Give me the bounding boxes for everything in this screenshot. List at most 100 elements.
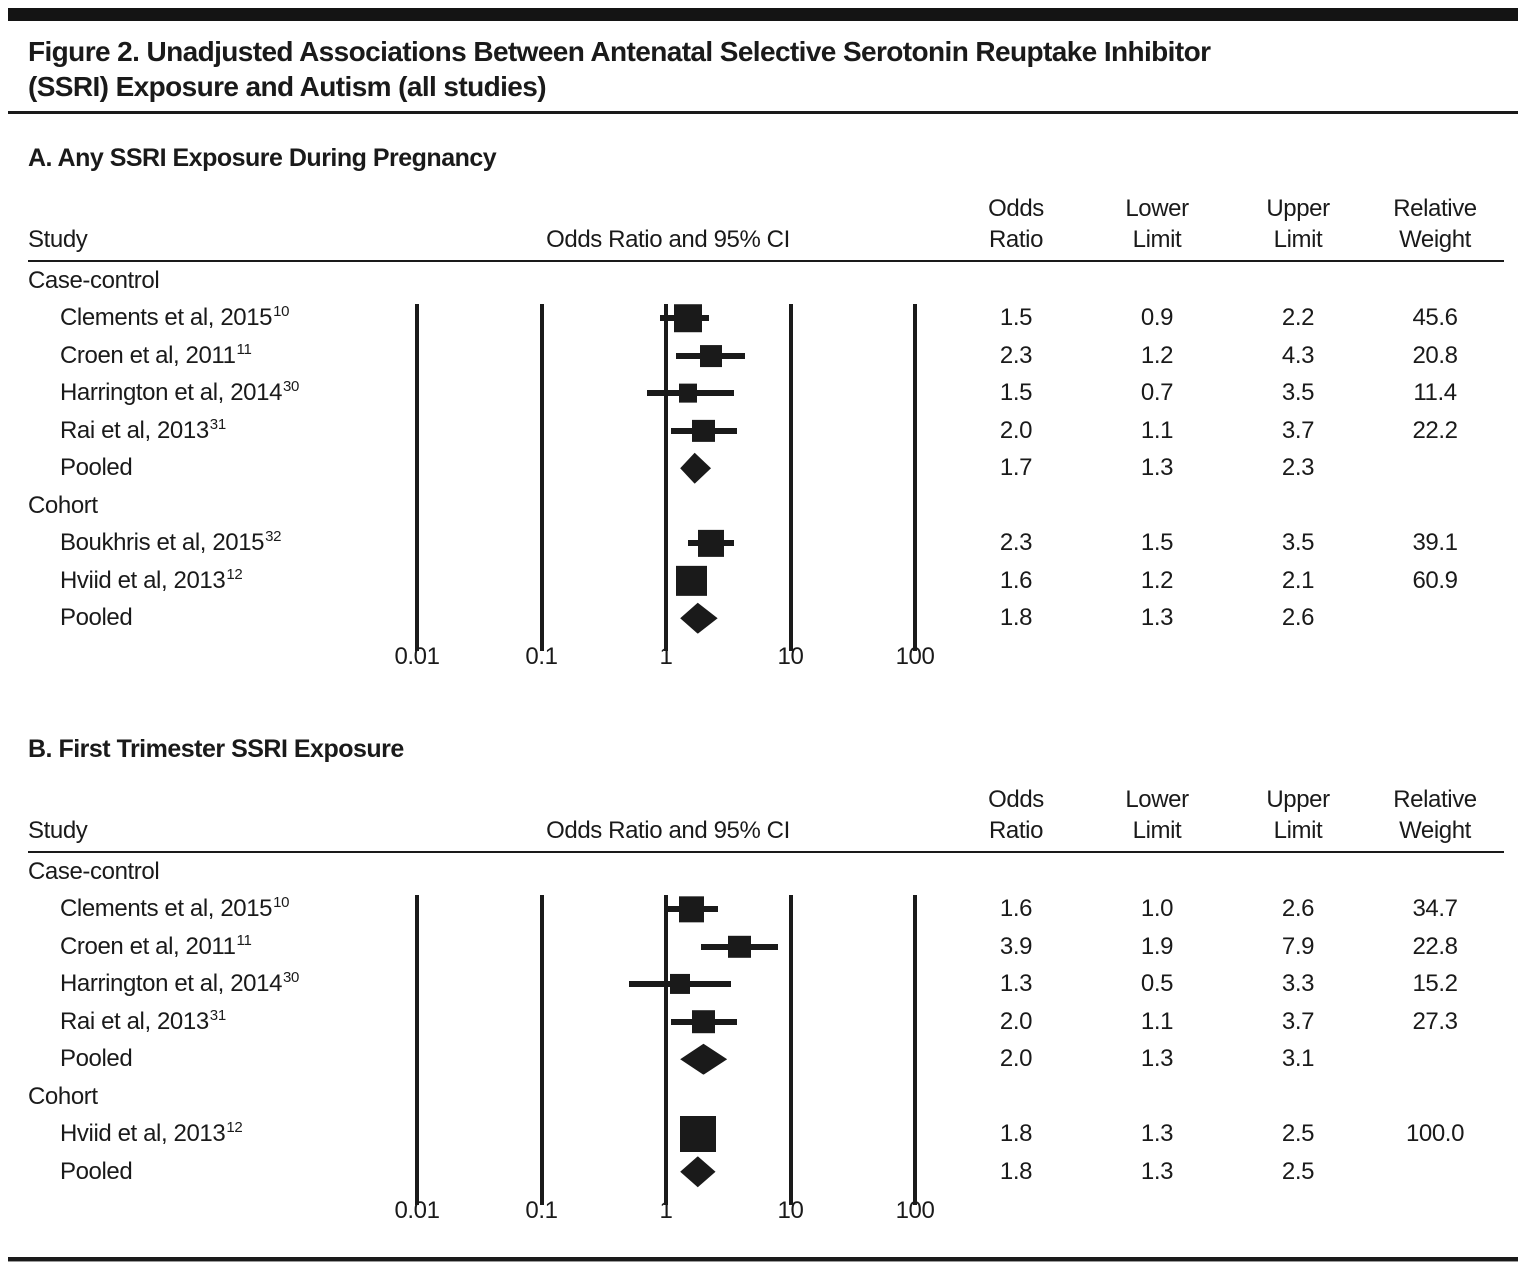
relative-weight-value: 11.4: [1413, 379, 1457, 407]
reference-superscript: 31: [209, 415, 226, 433]
reference-superscript: 12: [226, 1119, 243, 1137]
col-header-lower-limit: Lower Limit: [1086, 193, 1228, 255]
reference-superscript: 10: [273, 303, 290, 321]
relative-weight-value: 15.2: [1412, 970, 1458, 998]
study-label: Rai et al, 201331: [60, 1006, 226, 1035]
study-label: Pooled: [60, 454, 133, 482]
col-header-upper-limit: Upper Limit: [1228, 784, 1368, 846]
upper-limit-value: 2.2: [1281, 304, 1315, 332]
pooled-diamond-marker: [680, 1156, 716, 1188]
lower-limit-value: 1.1: [1140, 1007, 1174, 1035]
figure-title-line1: Figure 2. Unadjusted Associations Betwee…: [28, 36, 1211, 67]
or-square-marker: [728, 935, 751, 958]
x-axis-panel-a: 0.01 0.1 1 10 100: [28, 637, 1504, 681]
study-label: Clements et al, 201510: [60, 303, 290, 332]
odds-ratio-value: 1.6: [999, 895, 1033, 923]
panel-b: B. First Trimester SSRI Exposure Study O…: [28, 735, 1504, 1235]
relative-weight-value: 20.8: [1412, 341, 1458, 369]
figure-title-line2: (SSRI) Exposure and Autism (all studies): [28, 71, 547, 102]
study-row: Hviid et al, 201312 1.8 1.3 2.5 100.0: [28, 1116, 1504, 1154]
group-row: Case-control: [28, 262, 1504, 300]
study-row: Hviid et al, 201312 1.6 1.2 2.1 60.9: [28, 562, 1504, 600]
axis-tick-label: 1: [659, 1196, 673, 1224]
pooled-diamond-marker: [680, 602, 718, 634]
group-label: Cohort: [28, 491, 98, 519]
study-row: Boukhris et al, 201532 2.3 1.5 3.5 39.1: [28, 525, 1504, 563]
or-square-marker: [674, 304, 702, 333]
lower-limit-value: 1.3: [1140, 454, 1174, 482]
group-label: Case-control: [28, 857, 160, 885]
col-header-odds-line2: Ratio: [988, 226, 1044, 253]
reference-superscript: 10: [273, 894, 290, 912]
odds-ratio-value: 1.8: [999, 1120, 1033, 1148]
lower-limit-value: 1.3: [1140, 1157, 1174, 1185]
upper-limit-value: 2.5: [1281, 1157, 1315, 1185]
col-header-weight-line1: Relative: [1393, 195, 1477, 222]
upper-limit-value: 2.1: [1281, 566, 1315, 594]
study-label: Pooled: [60, 604, 133, 632]
relative-weight-value: 60.9: [1412, 566, 1458, 594]
relative-weight-value: 39.1: [1412, 529, 1458, 557]
lower-limit-value: 1.3: [1140, 1045, 1174, 1073]
study-row: Croen et al, 201111 2.3 1.2 4.3 20.8: [28, 337, 1504, 375]
col-header-upper-line1: Upper: [1266, 786, 1330, 813]
odds-ratio-value: 1.6: [999, 566, 1033, 594]
group-label: Cohort: [28, 1082, 98, 1110]
axis-tick-label: 100: [895, 1196, 935, 1224]
col-header-odds-line2: Ratio: [988, 817, 1044, 844]
panel-a: A. Any SSRI Exposure During Pregnancy St…: [28, 144, 1504, 681]
col-header-upper-limit: Upper Limit: [1228, 193, 1368, 255]
study-label: Clements et al, 201510: [60, 894, 290, 923]
group-row: Case-control: [28, 853, 1504, 891]
column-headers: Study Odds Ratio and 95% CI Odds Ratio L…: [28, 784, 1504, 853]
pooled-row: Pooled 2.0 1.3 3.1: [28, 1041, 1504, 1079]
upper-limit-value: 3.5: [1281, 529, 1315, 557]
col-header-upper-line1: Upper: [1266, 195, 1330, 222]
bottom-rule: [8, 1256, 1518, 1262]
axis-tick-label: 1: [659, 643, 673, 670]
upper-limit-value: 7.9: [1281, 932, 1315, 960]
panel-a-heading: A. Any SSRI Exposure During Pregnancy: [28, 144, 497, 172]
relative-weight-value: 22.2: [1412, 416, 1458, 444]
odds-ratio-value: 2.0: [999, 1045, 1033, 1073]
or-square-marker: [670, 974, 691, 995]
pooled-row: Pooled 1.8 1.3 2.5: [28, 1153, 1504, 1191]
col-header-relative-weight: Relative Weight: [1368, 784, 1502, 846]
upper-limit-value: 2.5: [1281, 1120, 1315, 1148]
column-headers: Study Odds Ratio and 95% CI Odds Ratio L…: [28, 193, 1504, 262]
col-header-lower-line1: Lower: [1125, 786, 1189, 813]
odds-ratio-value: 2.3: [999, 529, 1033, 557]
study-label: Croen et al, 201111: [60, 931, 252, 960]
col-header-odds-line1: Odds: [988, 195, 1044, 222]
study-row: Clements et al, 201510 1.6 1.0 2.6 34.7: [28, 891, 1504, 929]
reference-superscript: 11: [236, 340, 252, 358]
study-row: Harrington et al, 201430 1.3 0.5 3.3 15.2: [28, 966, 1504, 1004]
upper-limit-value: 3.5: [1281, 379, 1315, 407]
or-square-marker: [692, 419, 715, 442]
study-label: Harrington et al, 201430: [60, 969, 300, 998]
study-row: Rai et al, 201331 2.0 1.1 3.7 22.2: [28, 412, 1504, 450]
col-header-odds-ratio: Odds Ratio: [946, 784, 1086, 846]
study-label: Pooled: [60, 1045, 133, 1073]
study-row: Rai et al, 201331 2.0 1.1 3.7 27.3: [28, 1003, 1504, 1041]
col-header-lower-line2: Limit: [1132, 817, 1182, 844]
title-rule: [8, 111, 1518, 114]
study-row: Croen et al, 201111 3.9 1.9 7.9 22.8: [28, 928, 1504, 966]
odds-ratio-value: 2.0: [999, 1007, 1033, 1035]
study-label: Hviid et al, 201312: [60, 565, 243, 594]
reference-superscript: 31: [209, 1006, 226, 1024]
forest-rows-panel-a: Case-control Clements et al, 201510 1.5 0.9…: [28, 262, 1504, 651]
lower-limit-value: 1.1: [1140, 416, 1174, 444]
odds-ratio-value: 1.7: [999, 454, 1033, 482]
relative-weight-value: 27.3: [1412, 1007, 1458, 1035]
or-square-marker: [691, 1009, 716, 1034]
odds-ratio-value: 1.3: [999, 970, 1033, 998]
forest-rows-panel-b: Case-control Clements et al, 201510 1.6 1.0…: [28, 853, 1504, 1205]
relative-weight-value: 22.8: [1412, 932, 1458, 960]
reference-superscript: 32: [265, 528, 282, 546]
x-axis-panel-b: 0.01 0.1 1 10 100: [28, 1191, 1504, 1235]
lower-limit-value: 1.3: [1140, 1120, 1174, 1148]
relative-weight-value: 45.6: [1412, 304, 1458, 332]
study-label: Boukhris et al, 201532: [60, 528, 282, 557]
odds-ratio-value: 3.9: [999, 932, 1033, 960]
